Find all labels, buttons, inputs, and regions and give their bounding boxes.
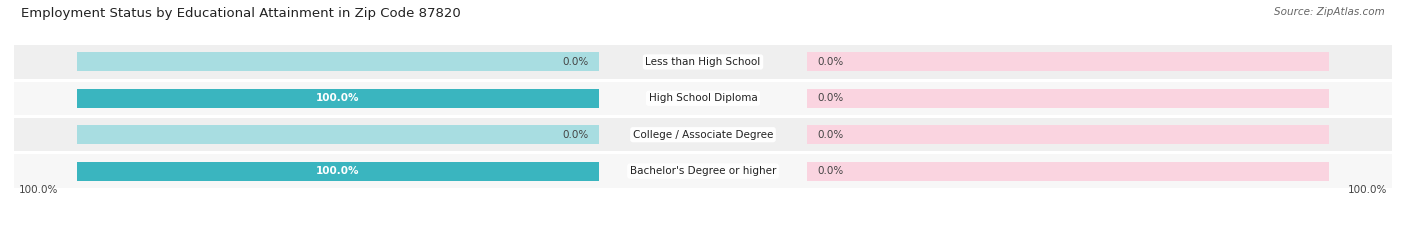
Bar — [14, 82, 1392, 115]
Bar — [14, 154, 1392, 188]
Bar — [77, 162, 599, 181]
Bar — [807, 89, 1329, 108]
Bar — [572, 52, 599, 71]
Text: Less than High School: Less than High School — [645, 57, 761, 67]
Text: 0.0%: 0.0% — [562, 57, 588, 67]
Bar — [807, 125, 1329, 144]
Bar — [77, 89, 599, 108]
Bar — [77, 125, 599, 144]
Text: 100.0%: 100.0% — [1347, 185, 1386, 195]
Bar — [77, 162, 599, 181]
Bar — [807, 162, 1329, 181]
Text: High School Diploma: High School Diploma — [648, 93, 758, 103]
Bar — [77, 89, 599, 108]
Text: College / Associate Degree: College / Associate Degree — [633, 130, 773, 140]
Text: 100.0%: 100.0% — [316, 166, 360, 176]
Bar — [572, 125, 599, 144]
Text: 100.0%: 100.0% — [316, 93, 360, 103]
Bar — [77, 52, 599, 71]
Text: 0.0%: 0.0% — [818, 93, 844, 103]
Bar — [807, 52, 834, 71]
Bar — [807, 52, 1329, 71]
Bar — [14, 118, 1392, 151]
Text: Employment Status by Educational Attainment in Zip Code 87820: Employment Status by Educational Attainm… — [21, 7, 461, 20]
Text: 0.0%: 0.0% — [818, 130, 844, 140]
Text: Source: ZipAtlas.com: Source: ZipAtlas.com — [1274, 7, 1385, 17]
Bar — [807, 125, 834, 144]
Text: 100.0%: 100.0% — [20, 185, 59, 195]
Bar — [14, 45, 1392, 79]
Bar — [807, 89, 834, 108]
Bar — [807, 162, 834, 181]
Text: 0.0%: 0.0% — [818, 57, 844, 67]
Text: 0.0%: 0.0% — [818, 166, 844, 176]
Text: Bachelor's Degree or higher: Bachelor's Degree or higher — [630, 166, 776, 176]
Text: 0.0%: 0.0% — [562, 130, 588, 140]
